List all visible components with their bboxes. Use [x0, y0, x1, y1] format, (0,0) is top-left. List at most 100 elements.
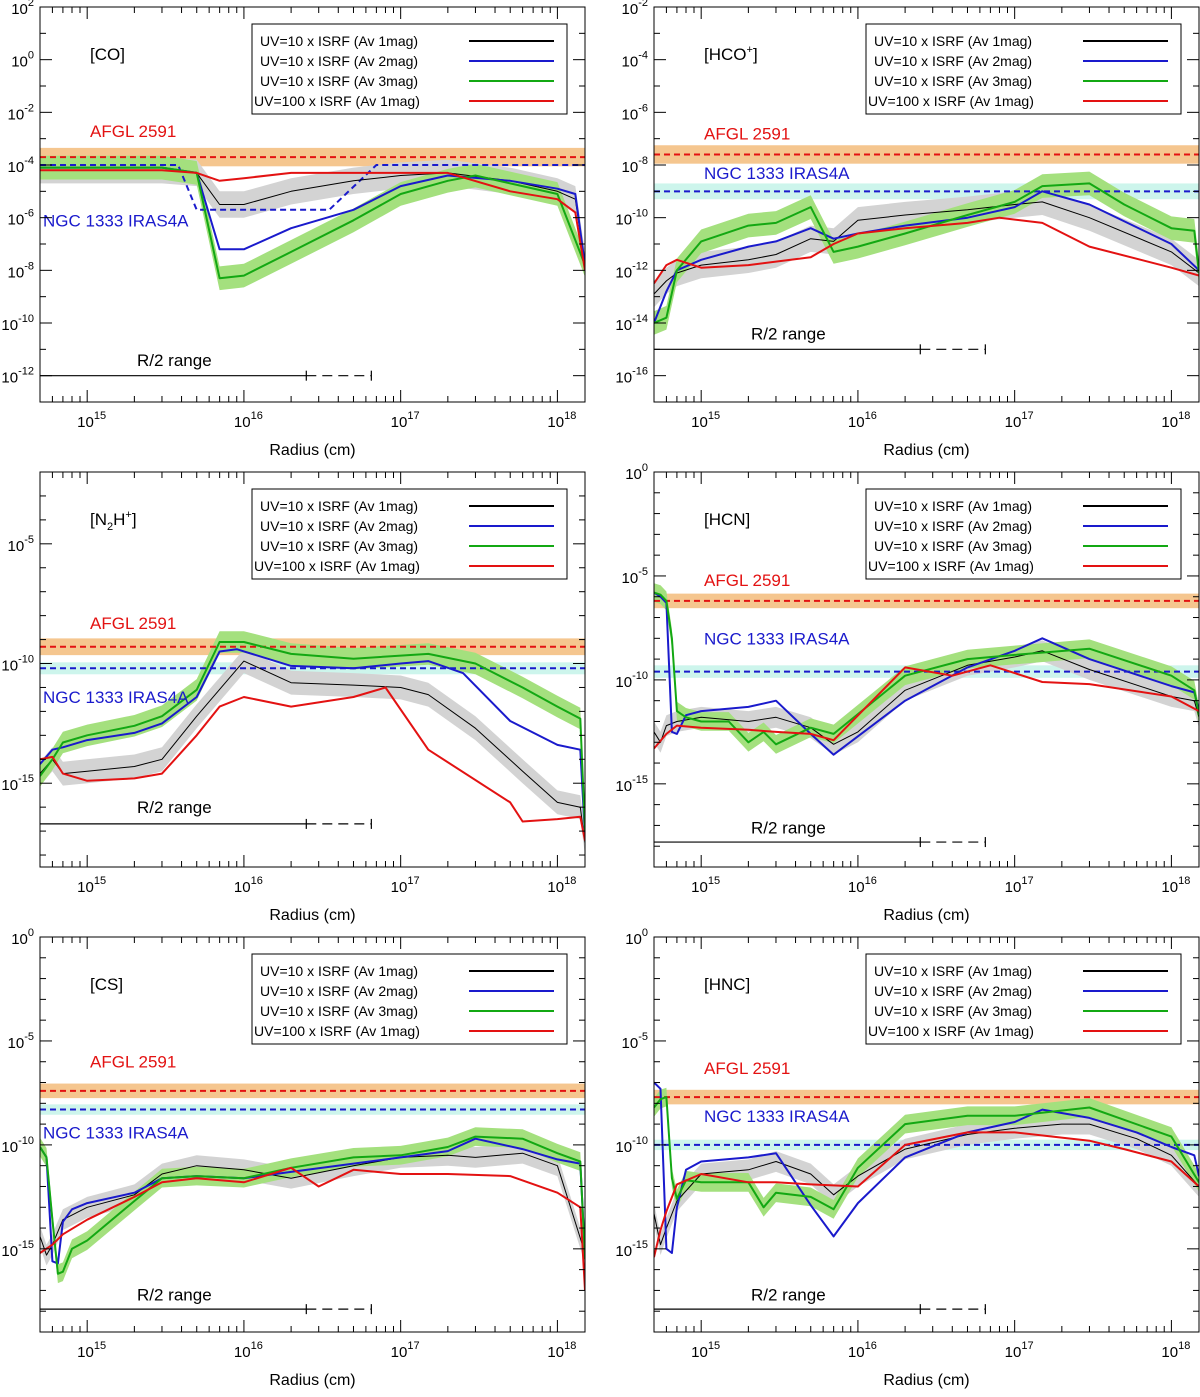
ngc-label: NGC 1333 IRAS4A — [43, 688, 189, 707]
y-tick-exponent: -5 — [638, 566, 648, 578]
panel-hco: R/2 range AFGL 2591 NGC 1333 IRAS4A [HCO+] U… — [615, 0, 1200, 459]
legend-label: UV=10 x ISRF (Av 1mag) — [874, 963, 1032, 979]
y-tick-label: 10-2 — [622, 0, 648, 18]
x-tick-exponent: 16 — [865, 1340, 877, 1352]
x-tick-label: 1016 — [234, 1340, 263, 1361]
x-tick-exponent: 18 — [564, 875, 576, 887]
x-tick-base: 10 — [1161, 879, 1178, 896]
x-axis-label: Radius (cm) — [269, 442, 355, 459]
axes-frame — [39, 471, 586, 868]
y-tick-exponent: -15 — [18, 773, 34, 785]
legend: UV=10 x ISRF (Av 1mag) UV=10 x ISRF (Av 2… — [865, 488, 1182, 580]
y-tick-label: 10-4 — [8, 155, 34, 176]
species-label-part: ] — [753, 45, 758, 64]
x-tick-exponent: 16 — [251, 1340, 263, 1352]
y-tick-base: 10 — [8, 159, 25, 176]
y-tick-label: 100 — [625, 927, 648, 948]
x-tick-base: 10 — [1161, 414, 1178, 431]
y-tick-label: 10-10 — [615, 1135, 648, 1156]
y-tick-label: 10-4 — [622, 50, 648, 71]
x-tick-exponent: 18 — [564, 410, 576, 422]
axes-frame — [653, 936, 1200, 1333]
x-tick-exponent: 15 — [94, 1340, 106, 1352]
x-tick-exponent: 17 — [1021, 1340, 1033, 1352]
y-tick-base: 10 — [8, 264, 25, 281]
x-tick-base: 10 — [234, 414, 251, 431]
x-tick-exponent: 18 — [564, 1340, 576, 1352]
y-tick-base: 10 — [1, 1243, 18, 1260]
y-tick-exponent: -6 — [24, 208, 34, 220]
legend-label: UV=10 x ISRF (Av 1mag) — [874, 33, 1032, 49]
y-tick-base: 10 — [622, 159, 639, 176]
series-band-green — [654, 1087, 1199, 1219]
series-band-green — [654, 583, 1199, 754]
range-label: R/2 range — [751, 325, 826, 344]
y-tick-exponent: -4 — [638, 50, 648, 62]
y-tick-base: 10 — [8, 1035, 25, 1052]
x-tick-base: 10 — [234, 1344, 251, 1361]
x-tick-base: 10 — [77, 414, 94, 431]
y-tick-label: 10-16 — [615, 366, 648, 387]
y-tick-exponent: 0 — [642, 927, 648, 939]
legend-label: UV=10 x ISRF (Av 1mag) — [874, 498, 1032, 514]
legend-label: UV=10 x ISRF (Av 3mag) — [874, 1003, 1032, 1019]
legend-label: UV=10 x ISRF (Av 2mag) — [874, 983, 1032, 999]
series-line-blue — [654, 190, 1199, 324]
y-tick-base: 10 — [622, 1, 639, 18]
ngc-label: NGC 1333 IRAS4A — [704, 164, 850, 183]
x-tick-label: 1015 — [77, 1340, 106, 1361]
series-band-black — [654, 1113, 1199, 1256]
legend-label: UV=10 x ISRF (Av 2mag) — [260, 53, 418, 69]
series-line-green — [654, 1096, 1199, 1211]
x-tick-exponent: 16 — [865, 410, 877, 422]
x-tick-base: 10 — [391, 1344, 408, 1361]
x-axis-label: Radius (cm) — [269, 1372, 355, 1389]
x-tick-label: 1015 — [691, 410, 720, 431]
x-tick-exponent: 17 — [407, 410, 419, 422]
x-tick-exponent: 15 — [708, 875, 720, 887]
legend: UV=10 x ISRF (Av 1mag) UV=10 x ISRF (Av 2… — [251, 23, 568, 115]
plot-area — [40, 1083, 585, 1291]
range-label: R/2 range — [751, 1286, 826, 1305]
y-tick-base: 10 — [622, 570, 639, 587]
y-tick-exponent: 2 — [28, 0, 34, 9]
legend-box — [865, 488, 1182, 580]
y-tick-base: 10 — [615, 1243, 632, 1260]
plot-area — [40, 631, 585, 855]
plot-area — [654, 583, 1199, 756]
ngc-line — [40, 164, 585, 211]
legend-label: UV=10 x ISRF (Av 3mag) — [874, 538, 1032, 554]
series-line-blue — [40, 648, 585, 836]
y-tick-label: 10-10 — [1, 1135, 34, 1156]
legend-box — [865, 953, 1182, 1045]
ngc-label: NGC 1333 IRAS4A — [43, 211, 189, 230]
species-label-part: 2 — [107, 521, 113, 533]
y-tick-base: 10 — [11, 931, 28, 948]
y-tick-base: 10 — [622, 54, 639, 71]
y-tick-label: 10-15 — [1, 773, 34, 794]
legend-box — [865, 23, 1182, 115]
x-tick-label: 1018 — [1161, 410, 1190, 431]
species-label-part: [CO] — [90, 45, 125, 64]
x-tick-exponent: 15 — [94, 410, 106, 422]
y-tick-base: 10 — [11, 1, 28, 18]
series-band-black — [40, 649, 585, 855]
legend-label: UV=100 x ISRF (Av 1mag) — [254, 558, 420, 574]
legend: UV=10 x ISRF (Av 1mag) UV=10 x ISRF (Av 2… — [251, 953, 568, 1045]
y-tick-label: 10-5 — [8, 534, 34, 555]
species-label-part: [CS] — [90, 975, 123, 994]
range-label: R/2 range — [751, 819, 826, 838]
series-line-red — [40, 169, 585, 271]
y-tick-base: 10 — [1, 370, 18, 387]
y-tick-base: 10 — [615, 317, 632, 334]
series-band-green — [654, 171, 1199, 335]
x-tick-base: 10 — [391, 879, 408, 896]
x-tick-label: 1017 — [1005, 410, 1034, 431]
y-tick-label: 10-12 — [1, 366, 34, 387]
y-tick-label: 10-10 — [615, 208, 648, 229]
legend-box — [251, 23, 568, 115]
species-label: [CS] — [90, 975, 123, 994]
legend-label: UV=10 x ISRF (Av 1mag) — [260, 33, 418, 49]
y-tick-base: 10 — [625, 466, 642, 483]
